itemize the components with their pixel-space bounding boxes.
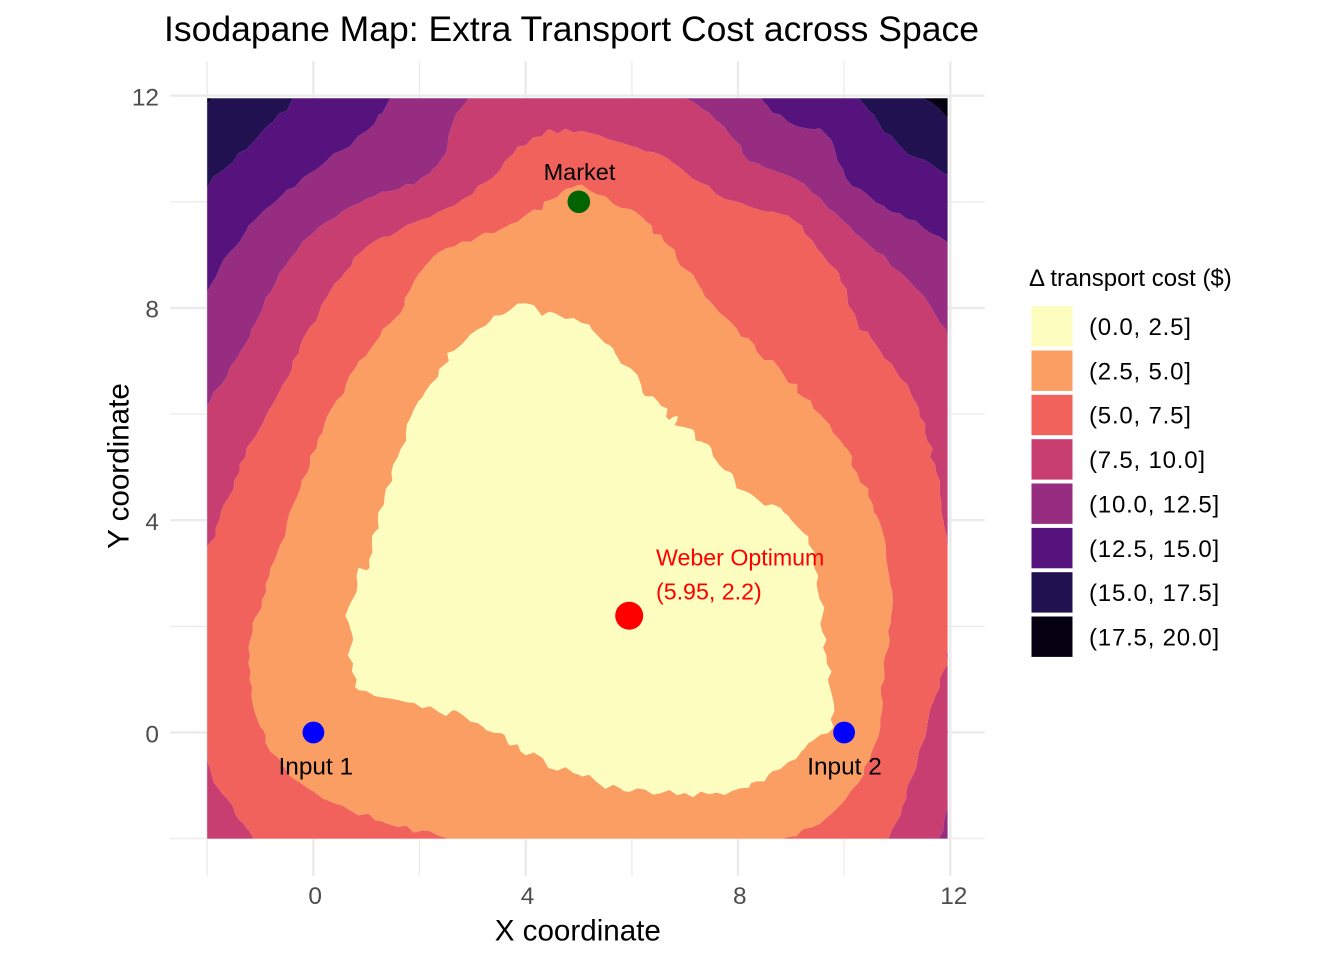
svg-text:X coordinate: X coordinate	[495, 915, 661, 948]
svg-text:4: 4	[145, 509, 159, 536]
svg-text:(7.5, 10.0]: (7.5, 10.0]	[1089, 447, 1206, 474]
svg-text:Y coordinate: Y coordinate	[103, 383, 136, 549]
svg-text:0: 0	[308, 883, 322, 910]
svg-text:Market: Market	[544, 159, 616, 185]
svg-text:4: 4	[521, 883, 535, 910]
svg-text:Input 1: Input 1	[279, 754, 354, 781]
svg-text:Δ transport cost ($): Δ transport cost ($)	[1029, 265, 1232, 292]
svg-text:(15.0, 17.5]: (15.0, 17.5]	[1089, 580, 1220, 607]
svg-text:(5.0, 7.5]: (5.0, 7.5]	[1089, 403, 1192, 430]
svg-text:Isodapane Map: Extra Transport: Isodapane Map: Extra Transport Cost acro…	[164, 9, 979, 49]
svg-text:8: 8	[145, 297, 159, 324]
svg-text:(2.5, 5.0]: (2.5, 5.0]	[1089, 358, 1192, 385]
svg-text:8: 8	[733, 883, 747, 910]
svg-text:12: 12	[132, 84, 159, 111]
svg-text:Weber Optimum: Weber Optimum	[656, 545, 824, 571]
svg-text:Input 2: Input 2	[807, 754, 882, 781]
svg-text:(10.0, 12.5]: (10.0, 12.5]	[1089, 491, 1220, 518]
svg-text:12: 12	[940, 883, 967, 910]
svg-text:(5.95, 2.2): (5.95, 2.2)	[656, 579, 762, 605]
svg-text:(12.5, 15.0]: (12.5, 15.0]	[1089, 536, 1220, 563]
svg-text:(17.5, 20.0]: (17.5, 20.0]	[1089, 625, 1220, 652]
svg-text:(0.0, 2.5]: (0.0, 2.5]	[1089, 314, 1192, 341]
svg-text:0: 0	[145, 721, 159, 748]
